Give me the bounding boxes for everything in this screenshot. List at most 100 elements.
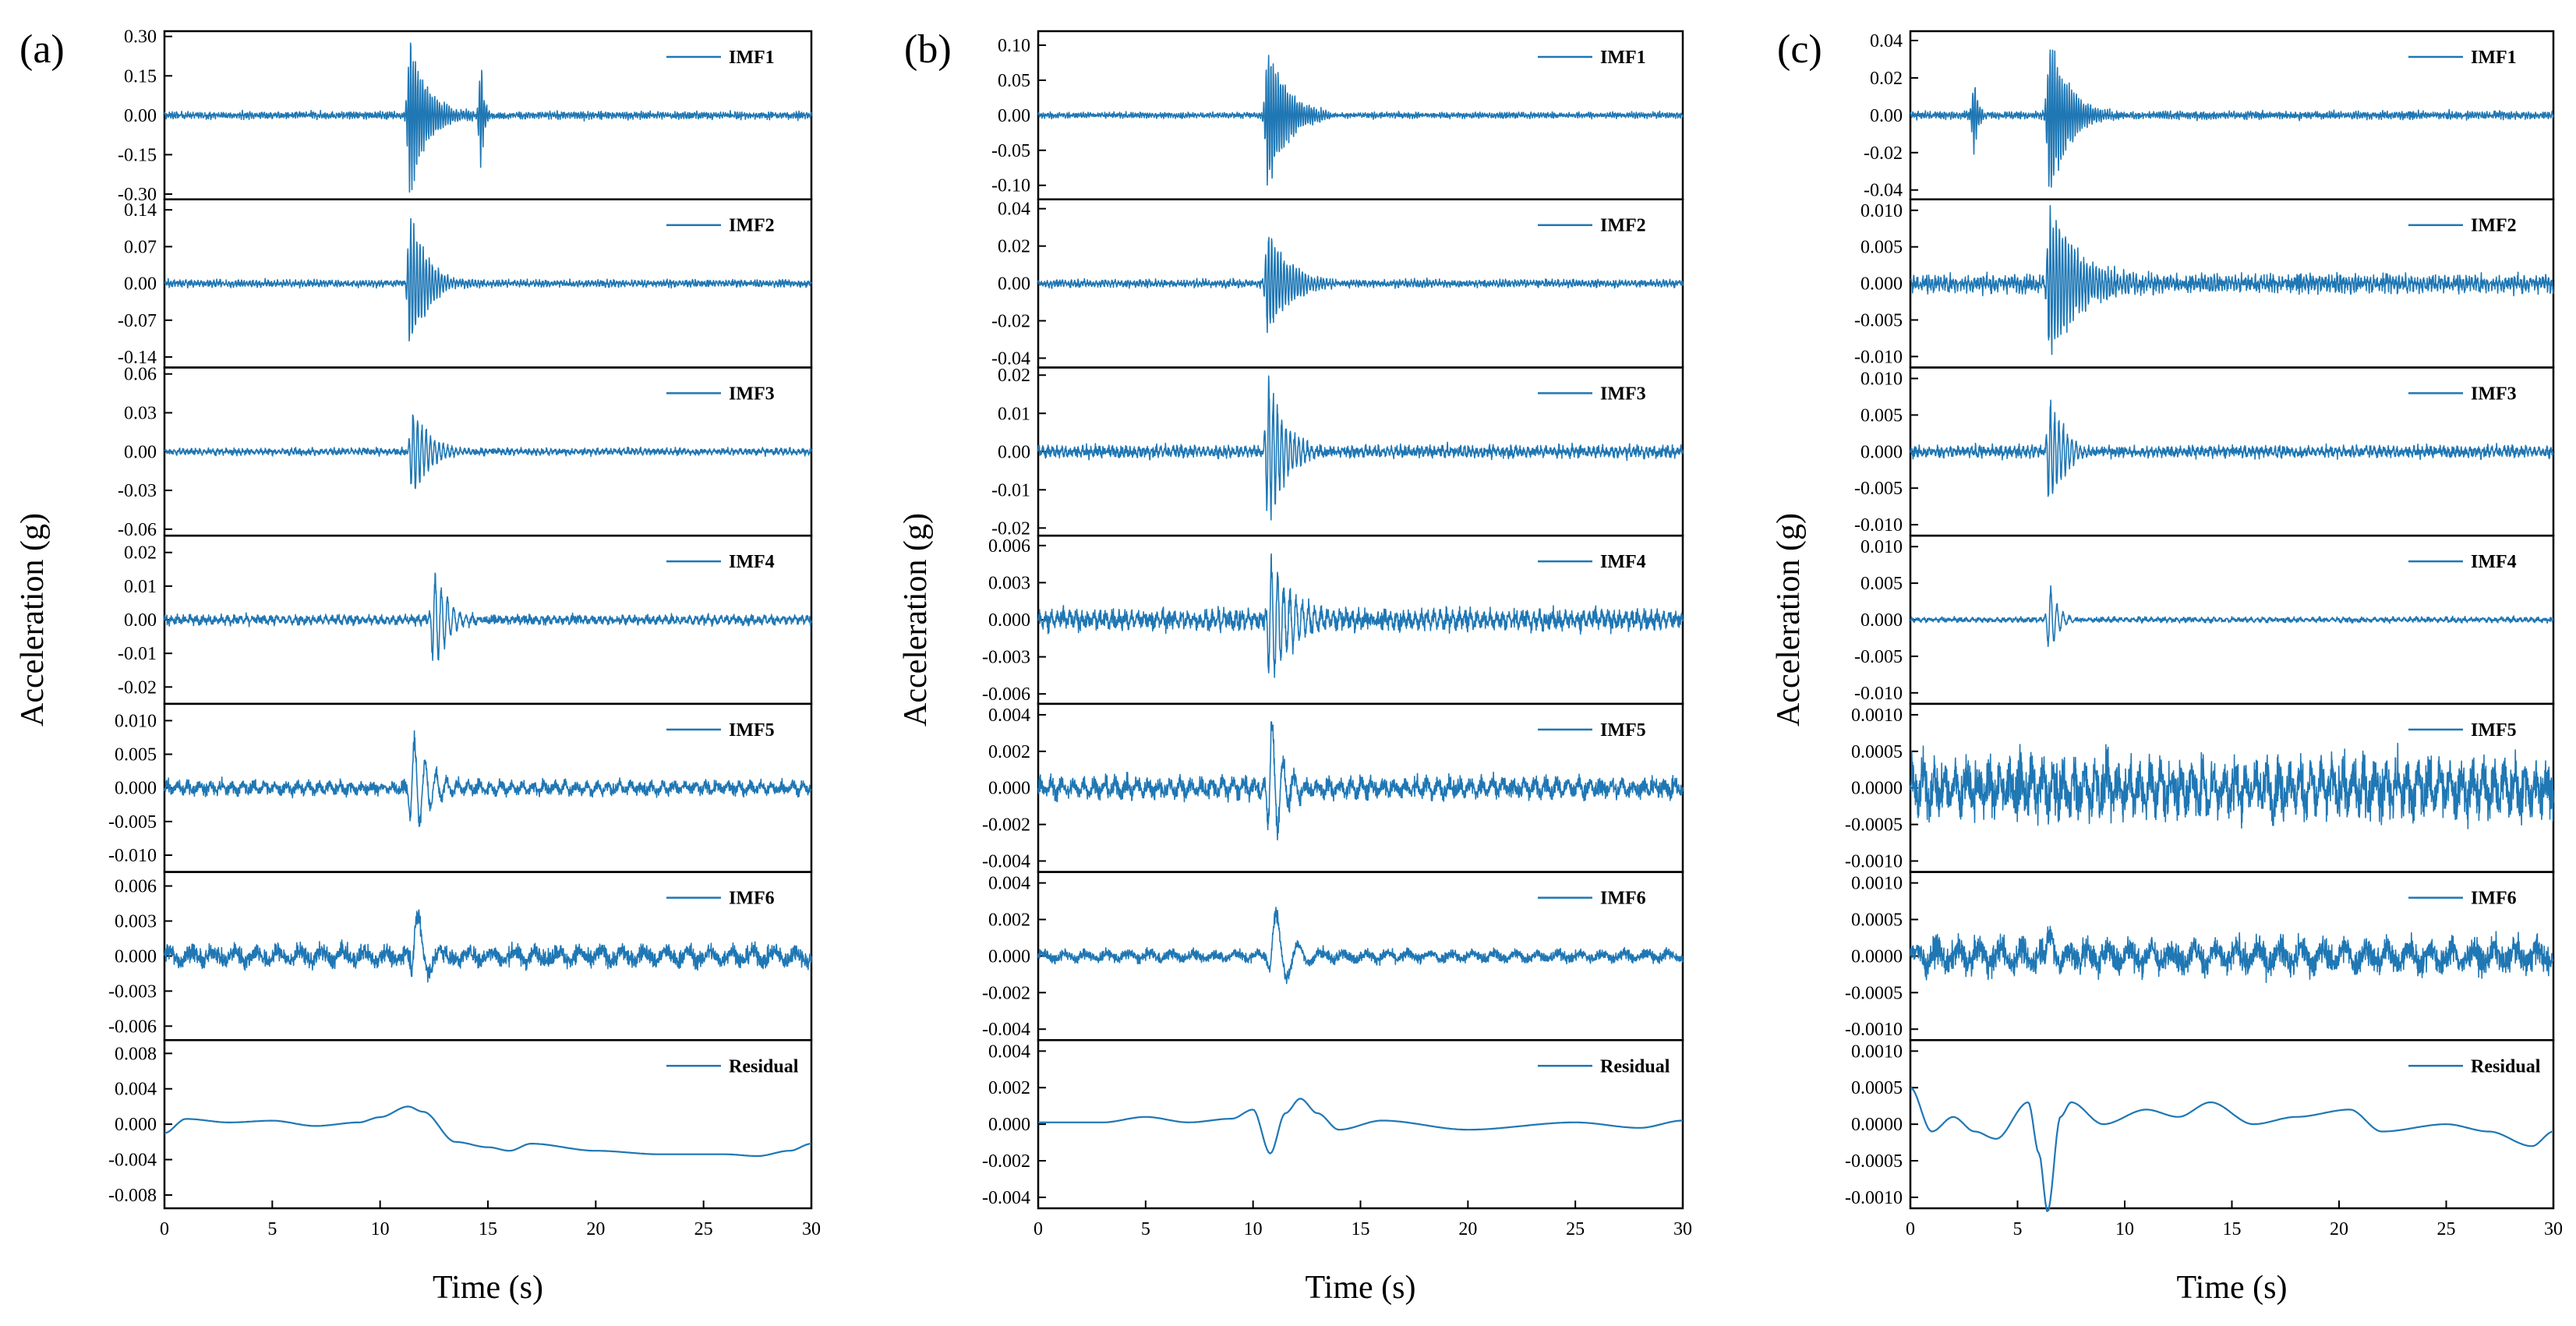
subplot-imf6: -0.006 -0.003 0.000 0.003 0.006 IMF6 [108,871,813,1041]
x-tick-label: 0 [1034,1219,1043,1239]
legend-label: Residual [2471,1056,2541,1077]
y-tick-label: -0.003 [982,648,1030,668]
y-tick-label: 0.010 [1860,201,1903,221]
y-tick-label: -0.002 [982,983,1030,1003]
x-tick-label: 25 [2437,1219,2456,1239]
y-tick-label: 0.03 [124,404,157,424]
x-tick-label: 5 [267,1219,277,1239]
y-axis-title: Acceleration (g) [1771,513,1807,727]
subplot-imf1: -0.04 -0.02 0.00 0.02 0.04 IMF1 [1864,30,2555,201]
y-tick-label: -0.005 [1854,479,1903,499]
y-tick-label: -0.0005 [1845,815,1903,836]
y-tick-label: -0.06 [118,520,157,540]
legend-label: IMF2 [729,216,775,236]
panel-letter: (b) [904,27,952,72]
y-tick-label: 0.02 [124,543,157,564]
y-tick-label: -0.004 [982,1188,1030,1208]
y-tick-label: 0.02 [1870,69,1903,89]
series-line-imf2 [1910,205,2554,355]
y-tick-label: -0.010 [108,846,157,866]
subplot-imf5: -0.004 -0.002 0.000 0.002 0.004 IMF5 [982,702,1684,873]
y-tick-label: -0.0005 [1845,1151,1903,1172]
y-tick-label: 0.00 [1870,106,1903,126]
x-tick-label: 20 [2330,1219,2348,1239]
x-tick-label: 0 [1906,1219,1915,1239]
y-tick-label: 0.06 [124,365,157,385]
x-axis: 0 5 10 15 20 25 30 Time (s) [1034,1200,1692,1306]
y-tick-label: 0.000 [1860,442,1903,462]
y-tick-label: 0.04 [1870,31,1903,51]
y-tick-label: -0.01 [991,480,1030,500]
y-tick-label: -0.002 [982,1151,1030,1172]
y-tick-label: 0.010 [1860,537,1903,557]
y-axis-title: Acceleration (g) [15,513,51,727]
y-tick-label: 0.005 [115,745,157,766]
series-line-imf3 [164,414,812,490]
x-tick-label: 15 [2223,1219,2242,1239]
subplot-imf6: -0.0010 -0.0005 0.0000 0.0005 0.0010 IMF6 [1845,871,2555,1041]
y-tick-label: 0.006 [115,877,157,897]
y-tick-label: 0.00 [998,274,1030,295]
legend-label: IMF4 [729,552,775,572]
y-tick-label: 0.006 [988,536,1030,557]
y-tick-label: 0.02 [998,366,1030,386]
series-line-imf1 [164,42,812,193]
legend-label: IMF1 [2471,48,2517,68]
legend-label: IMF5 [1600,720,1646,741]
y-tick-label: -0.005 [108,812,157,833]
series-line-imf2 [1037,236,1684,334]
legend-label: IMF3 [1600,384,1646,404]
y-tick-label: -0.005 [1854,647,1903,667]
y-tick-label: -0.010 [1854,347,1903,367]
y-tick-label: 0.00 [998,106,1030,126]
y-tick-label: 0.004 [988,705,1030,726]
y-tick-label: 0.01 [998,404,1030,424]
x-tick-label: 10 [2115,1219,2134,1239]
series-line-imf6 [1910,925,2554,984]
y-tick-label: -0.15 [118,145,157,165]
y-tick-label: 0.0010 [1851,874,1903,894]
y-tick-label: 0.02 [998,237,1030,257]
legend-label: IMF2 [2471,216,2517,236]
panel-a: (a) Acceleration (g) -0.30 -0.15 0.00 0.15 0.3… [15,27,821,1306]
y-tick-label: -0.01 [118,644,157,664]
legend-label: IMF5 [729,720,775,741]
y-tick-label: -0.003 [108,981,157,1002]
y-tick-label: 0.01 [124,577,157,597]
y-tick-label: 0.002 [988,742,1030,762]
y-tick-label: -0.0010 [1845,1188,1903,1208]
y-tick-label: 0.004 [988,1041,1030,1062]
y-tick-label: -0.0010 [1845,852,1903,872]
legend-label: IMF4 [1600,552,1646,572]
y-axis-title: Acceleration (g) [898,513,934,727]
series-line-imf3 [1037,375,1684,521]
y-tick-label: -0.07 [118,311,157,331]
y-tick-label: -0.010 [1854,515,1903,536]
series-line-imf4 [1910,585,2554,648]
y-tick-label: 0.000 [115,1115,157,1135]
subplot-imf1: -0.30 -0.15 0.00 0.15 0.30 IMF1 [118,27,813,205]
x-tick-label: 30 [802,1219,821,1239]
series-line-imf1 [1910,49,2554,188]
x-tick-label: 15 [1352,1219,1370,1239]
y-tick-label: 0.0005 [1851,911,1903,931]
y-tick-label: 0.004 [115,1080,157,1100]
y-tick-label: 0.14 [124,200,157,221]
x-tick-label: 25 [694,1219,713,1239]
y-tick-label: 0.000 [1860,274,1903,295]
subplot-residual: -0.0010 -0.0005 0.0000 0.0005 0.0010 Residual [1845,1039,2555,1212]
y-tick-label: -0.002 [982,815,1030,836]
y-tick-label: -0.0005 [1845,983,1903,1003]
legend-label: IMF5 [2471,720,2517,741]
y-tick-label: 0.0005 [1851,742,1903,762]
y-tick-label: -0.04 [1864,181,1903,201]
y-tick-label: -0.02 [991,518,1030,539]
panel-c: (c) Acceleration (g) -0.04 -0.02 0.00 0.02 0.0… [1771,27,2563,1306]
y-tick-label: 0.30 [124,27,157,48]
x-tick-label: 0 [160,1219,169,1239]
subplot-imf3: -0.010 -0.005 0.000 0.005 0.010 IMF3 [1854,366,2555,537]
y-tick-label: 0.00 [998,442,1030,462]
y-tick-label: -0.0010 [1845,1020,1903,1040]
y-tick-label: 0.005 [1860,574,1903,594]
